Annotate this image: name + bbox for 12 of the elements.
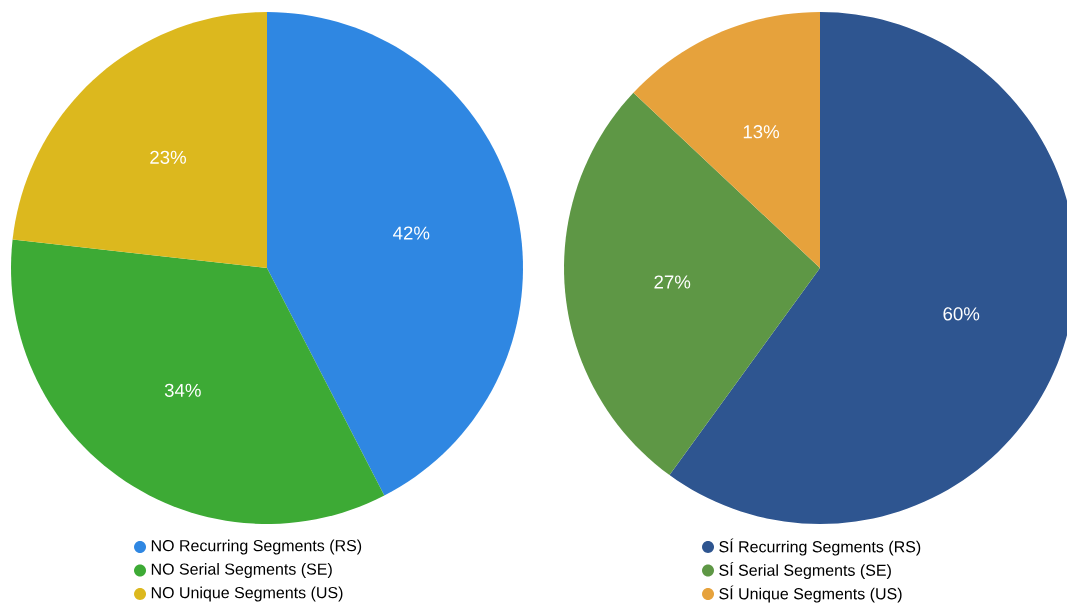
- legend-label: NO Unique Segments (US): [151, 586, 343, 602]
- legend-label: SÍ Unique Segments (US): [719, 585, 902, 603]
- legend-label: SÍ Serial Segments (SE): [719, 561, 891, 580]
- data-label: 42%: [393, 226, 430, 240]
- legend-label: NO Serial Segments (SE): [151, 563, 332, 578]
- data-label: 34%: [164, 383, 201, 397]
- data-label: 13%: [743, 125, 780, 139]
- data-label: 60%: [943, 307, 980, 321]
- legend-label: NO Recurring Segments (RS): [151, 539, 362, 555]
- data-label: 27%: [654, 275, 691, 289]
- legend-label: SÍ Recurring Segments (RS): [719, 538, 921, 556]
- data-label: 23%: [150, 150, 187, 164]
